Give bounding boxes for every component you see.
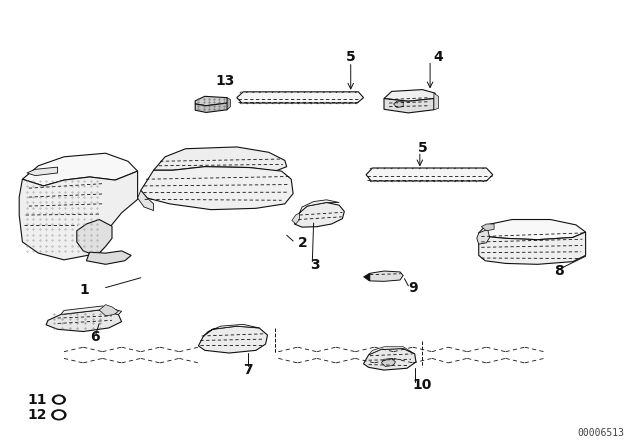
Text: 4: 4 [433,50,444,65]
Polygon shape [300,200,339,213]
Polygon shape [195,96,227,106]
Polygon shape [46,310,122,332]
Polygon shape [99,305,118,316]
Polygon shape [61,306,122,314]
Polygon shape [394,101,403,108]
Polygon shape [195,103,227,112]
Polygon shape [294,202,344,227]
Polygon shape [27,167,58,176]
Polygon shape [22,153,138,186]
Polygon shape [479,232,586,264]
Text: 5: 5 [346,50,356,64]
Polygon shape [237,92,364,103]
Text: 11: 11 [28,392,47,407]
Circle shape [52,410,66,420]
Polygon shape [198,326,268,353]
Polygon shape [366,168,493,181]
Polygon shape [381,358,396,366]
Text: 00006513: 00006513 [577,428,624,438]
Polygon shape [141,167,293,210]
Circle shape [54,412,63,418]
Polygon shape [154,147,287,171]
Text: 9: 9 [408,281,418,295]
Text: 5: 5 [417,141,428,155]
Polygon shape [384,99,434,113]
Polygon shape [19,171,138,260]
Polygon shape [364,273,370,281]
Polygon shape [481,224,494,231]
Text: 12: 12 [28,408,47,422]
Circle shape [52,395,65,404]
Text: 7: 7 [243,362,253,377]
Polygon shape [479,220,586,240]
Text: 6: 6 [90,330,100,344]
Text: 13: 13 [216,73,235,88]
Polygon shape [292,213,300,224]
Polygon shape [138,190,154,211]
Polygon shape [369,347,415,355]
Polygon shape [204,324,259,336]
Text: 10: 10 [413,378,432,392]
Text: 2: 2 [298,236,308,250]
Polygon shape [77,220,112,254]
Text: 1: 1 [79,283,90,297]
Polygon shape [86,251,131,264]
Polygon shape [227,98,230,110]
Text: 3: 3 [310,258,320,272]
Circle shape [55,397,63,402]
Text: 8: 8 [554,264,564,278]
Polygon shape [384,90,435,101]
Polygon shape [364,349,416,370]
Polygon shape [367,271,403,281]
Polygon shape [434,93,438,110]
Polygon shape [477,229,490,244]
